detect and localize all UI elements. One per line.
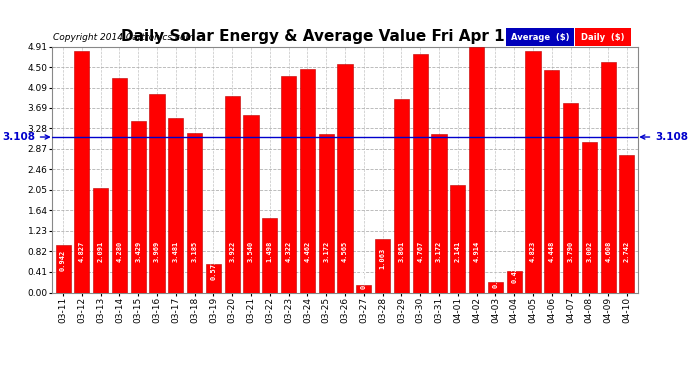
Text: 0.942: 0.942 <box>60 250 66 271</box>
Text: 4.827: 4.827 <box>79 241 85 262</box>
Bar <box>75 51 89 292</box>
Text: 2.091: 2.091 <box>97 241 104 262</box>
Bar <box>130 121 146 292</box>
Bar <box>112 78 127 292</box>
Bar <box>601 62 615 292</box>
Bar <box>93 188 108 292</box>
Bar <box>300 69 315 292</box>
Bar <box>488 282 503 292</box>
Text: 1.498: 1.498 <box>267 241 273 262</box>
Text: 4.280: 4.280 <box>117 241 122 262</box>
Bar <box>187 133 202 292</box>
Bar <box>356 285 371 292</box>
Text: 1.063: 1.063 <box>380 248 386 268</box>
Text: 4.322: 4.322 <box>286 241 292 262</box>
Text: 3.922: 3.922 <box>229 241 235 262</box>
Bar <box>168 118 184 292</box>
Bar <box>262 217 277 292</box>
Bar <box>225 96 239 292</box>
Bar <box>55 245 70 292</box>
Text: 3.185: 3.185 <box>192 241 197 262</box>
Bar <box>413 54 428 292</box>
FancyBboxPatch shape <box>575 28 631 46</box>
Text: 3.002: 3.002 <box>586 241 593 262</box>
Bar <box>244 116 259 292</box>
Bar <box>620 155 635 292</box>
Text: 3.969: 3.969 <box>154 241 160 262</box>
Title: Daily Solar Energy & Average Value Fri Apr 11 06:26: Daily Solar Energy & Average Value Fri A… <box>121 29 569 44</box>
Text: Daily  ($): Daily ($) <box>581 33 624 42</box>
Bar <box>394 99 409 292</box>
Text: 0.571: 0.571 <box>210 258 217 280</box>
Text: 3.429: 3.429 <box>135 241 141 262</box>
Bar <box>281 76 296 292</box>
Text: 4.462: 4.462 <box>304 241 310 262</box>
Text: 3.861: 3.861 <box>398 241 404 262</box>
Text: 3.172: 3.172 <box>436 241 442 262</box>
Text: 0.149: 0.149 <box>361 268 367 289</box>
Bar <box>206 264 221 292</box>
Text: Average  ($): Average ($) <box>511 33 569 42</box>
Bar <box>469 46 484 292</box>
Bar <box>526 51 540 292</box>
Text: 2.141: 2.141 <box>455 241 461 262</box>
Text: 4.914: 4.914 <box>473 241 480 262</box>
Bar <box>582 142 597 292</box>
Text: 4.608: 4.608 <box>605 241 611 262</box>
Text: Copyright 2014 Cartronics.com: Copyright 2014 Cartronics.com <box>53 33 194 42</box>
Text: 4.565: 4.565 <box>342 241 348 262</box>
Text: 3.540: 3.540 <box>248 241 254 262</box>
Text: 3.108: 3.108 <box>641 132 688 142</box>
Text: 4.767: 4.767 <box>417 241 423 262</box>
Bar <box>150 94 164 292</box>
Text: 3.108: 3.108 <box>2 132 49 142</box>
Bar <box>506 271 522 292</box>
Text: 0.209: 0.209 <box>493 267 498 288</box>
Bar <box>337 64 353 292</box>
Text: 2.742: 2.742 <box>624 241 630 262</box>
Bar <box>319 134 334 292</box>
FancyBboxPatch shape <box>506 28 574 46</box>
Text: 3.790: 3.790 <box>568 241 573 262</box>
Bar <box>544 70 560 292</box>
Bar <box>451 185 465 292</box>
Text: 4.448: 4.448 <box>549 241 555 262</box>
Bar <box>563 103 578 292</box>
Text: 0.425: 0.425 <box>511 262 518 283</box>
Text: 3.481: 3.481 <box>172 241 179 262</box>
Bar <box>431 134 446 292</box>
Text: 4.823: 4.823 <box>530 241 536 262</box>
Text: 3.172: 3.172 <box>323 241 329 262</box>
Bar <box>375 239 390 292</box>
